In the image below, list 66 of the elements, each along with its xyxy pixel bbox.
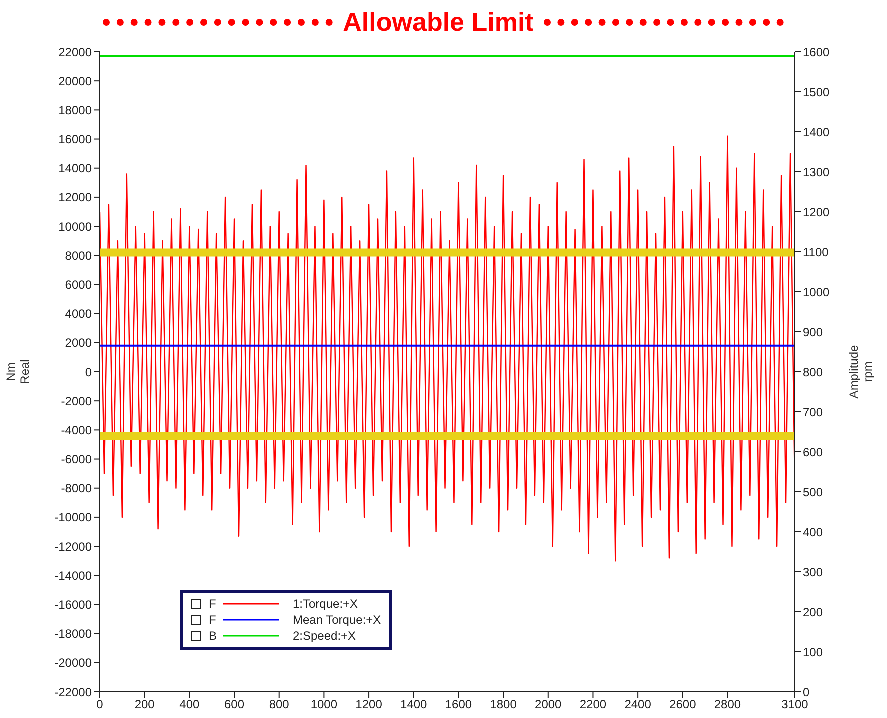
y-tick-label: -2000 xyxy=(61,394,92,408)
x-tick-label: 2800 xyxy=(714,698,742,712)
y-tick-label: -16000 xyxy=(54,598,92,612)
y-tick-label: 8000 xyxy=(65,248,92,263)
y-tick-label: 10000 xyxy=(58,220,92,234)
legend-label: 2:Speed:+X xyxy=(293,629,356,643)
y2-axis-title: Amplitude rpm xyxy=(847,345,875,399)
y-tick-label: -4000 xyxy=(61,423,92,438)
x-tick-label: 800 xyxy=(269,698,290,712)
y-tick-label: 22000 xyxy=(58,45,92,60)
y-tick-label: 4000 xyxy=(65,307,92,322)
y2-tick-label: 200 xyxy=(803,605,824,620)
x-tick-label: 2200 xyxy=(580,698,607,712)
y2-tick-label: 1500 xyxy=(803,85,830,100)
chart-title: Allowable Limit xyxy=(343,6,534,38)
x-tick-label: 400 xyxy=(180,698,200,712)
y-tick-label: -6000 xyxy=(61,452,92,467)
annotation: F xyxy=(209,613,218,627)
annotation: F xyxy=(209,597,218,611)
x-tick-label: 3100 xyxy=(782,698,809,712)
y2-tick-label: 400 xyxy=(803,525,824,540)
y-tick-label: 16000 xyxy=(58,132,92,147)
legend-label: 1:Torque:+X xyxy=(293,597,358,611)
x-tick-label: 1000 xyxy=(310,698,338,712)
y-tick-label: 14000 xyxy=(58,162,92,176)
y2-tick-label: 700 xyxy=(803,405,824,420)
y-tick-label: 12000 xyxy=(58,190,92,205)
y2-tick-label: 1300 xyxy=(803,165,830,180)
legend-label: Mean Torque:+X xyxy=(293,613,382,627)
y-tick-label: -22000 xyxy=(54,685,92,700)
y-tick-label: -14000 xyxy=(54,568,92,583)
y-tick-label: -12000 xyxy=(54,540,92,554)
y2-tick-label: 1200 xyxy=(803,205,830,220)
y2-tick-label: 0 xyxy=(803,685,810,700)
y-tick-label: 2000 xyxy=(65,336,92,350)
x-tick-label: 600 xyxy=(224,698,245,712)
y-axis-title: Nm Real xyxy=(4,360,32,384)
y-tick-label: -18000 xyxy=(54,627,92,642)
y2-tick-label: 600 xyxy=(803,445,824,460)
line-series xyxy=(100,136,795,562)
x-tick-label: 2600 xyxy=(670,698,697,712)
y-tick-label: 18000 xyxy=(58,103,92,118)
x-tick-label: 2400 xyxy=(624,698,652,712)
x-tick-label: 0 xyxy=(96,698,104,712)
x-tick-label: 200 xyxy=(134,698,156,712)
y2-tick-label: 100 xyxy=(803,645,824,660)
y2-tick-label: 1400 xyxy=(803,125,830,140)
x-tick-label: 1800 xyxy=(490,698,518,712)
x-tick-label: 1200 xyxy=(356,698,383,712)
y-tick-label: -8000 xyxy=(61,482,92,496)
y-tick-label: -10000 xyxy=(54,510,92,525)
x-tick-label: 1600 xyxy=(445,698,472,712)
y2-tick-label: 1100 xyxy=(803,245,830,260)
y-tick-label: 20000 xyxy=(58,74,92,88)
annotation: B xyxy=(209,629,218,643)
y-tick-label: 0 xyxy=(85,365,92,380)
x-tick-label: 1400 xyxy=(400,698,428,712)
y2-tick-label: 800 xyxy=(803,365,824,380)
y-tick-label: -20000 xyxy=(54,656,92,670)
y2-tick-label: 900 xyxy=(803,325,824,340)
x-tick-label: 2000 xyxy=(535,698,562,712)
y2-tick-label: 1600 xyxy=(803,45,830,60)
y2-tick-label: 500 xyxy=(803,485,824,500)
y2-tick-label: 1000 xyxy=(803,285,830,300)
y-tick-label: 6000 xyxy=(65,278,92,292)
y2-tick-label: 300 xyxy=(803,565,824,580)
